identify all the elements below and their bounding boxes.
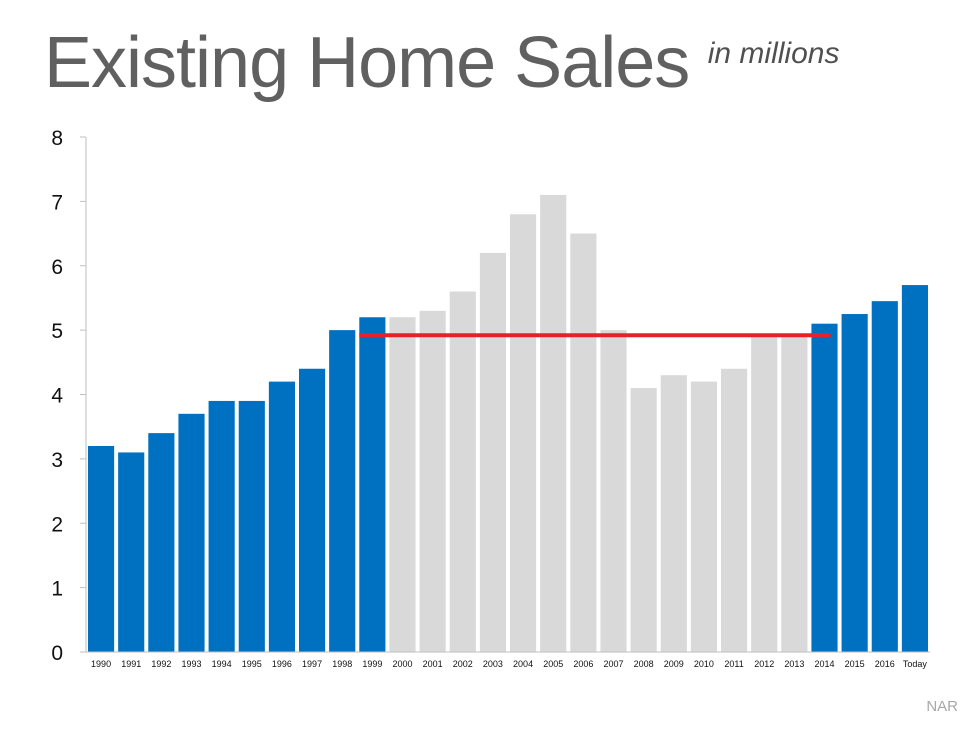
- x-tick-label: 1998: [332, 659, 352, 669]
- x-tick-label: 2005: [543, 659, 563, 669]
- y-tick-label: 6: [51, 256, 63, 279]
- x-tick-label: 2011: [724, 659, 743, 669]
- y-tick-label: 7: [51, 191, 63, 214]
- x-tick-label: 1999: [362, 659, 382, 669]
- x-tick-label: 1992: [151, 659, 171, 669]
- y-tick-label: 3: [51, 449, 63, 472]
- bar-2001: [419, 310, 446, 652]
- bar-1999: [359, 317, 386, 652]
- x-tick-label: 1995: [242, 659, 262, 669]
- bar-2005: [540, 194, 567, 652]
- x-tick-label: 1997: [302, 659, 322, 669]
- source-label: NAR: [926, 698, 958, 715]
- y-tick-label: 4: [51, 385, 63, 408]
- y-tick-label: 2: [51, 513, 63, 536]
- x-tick-label: 2003: [483, 659, 503, 669]
- bar-2002: [449, 291, 476, 652]
- x-tick-label: 1994: [212, 659, 232, 669]
- bar-2012: [751, 336, 778, 652]
- y-tick-label: 5: [51, 320, 63, 343]
- x-tick-label: 2001: [423, 659, 443, 669]
- x-tick-label: 2015: [845, 659, 865, 669]
- x-tick-label: 2002: [453, 659, 473, 669]
- bar-1990: [88, 446, 115, 652]
- x-tick-label: 2000: [392, 659, 412, 669]
- x-tick-label: 1991: [121, 659, 141, 669]
- page-subtitle: in millions: [707, 37, 840, 70]
- bar-2013: [781, 336, 808, 652]
- bar-1992: [148, 433, 175, 652]
- bar-2016: [871, 301, 898, 652]
- x-tick-label: 2012: [754, 659, 774, 669]
- bar-1995: [238, 400, 265, 652]
- bar-1998: [329, 330, 356, 652]
- bar-2015: [841, 314, 868, 652]
- x-tick-label: 1990: [91, 659, 111, 669]
- bar-2000: [389, 317, 416, 652]
- bar-2003: [479, 252, 506, 652]
- bar-2011: [721, 368, 748, 652]
- bars-layer: [88, 194, 928, 652]
- bar-1991: [118, 452, 145, 652]
- y-tick-label: 1: [51, 578, 63, 601]
- bar-Today: [901, 285, 928, 652]
- x-tick-label: 2014: [814, 659, 834, 669]
- x-tick-label: 2007: [603, 659, 623, 669]
- x-tick-label: 2006: [573, 659, 593, 669]
- bar-2009: [660, 375, 687, 652]
- x-tick-label: 1996: [272, 659, 292, 669]
- bar-1993: [178, 413, 205, 652]
- bar-2008: [630, 388, 657, 652]
- x-tick-label: 1993: [181, 659, 201, 669]
- x-tick-label: 2004: [513, 659, 533, 669]
- bar-1994: [208, 400, 235, 652]
- y-tick-label: 0: [51, 642, 63, 665]
- bar-2014: [811, 323, 838, 652]
- bar-2004: [510, 214, 537, 652]
- bar-1997: [299, 368, 326, 652]
- x-tick-label: 2013: [784, 659, 804, 669]
- bar-2010: [690, 381, 717, 652]
- page-title: Existing Home Sales: [44, 23, 690, 103]
- title-block: Existing Home Sales in millions: [44, 22, 839, 104]
- bar-2006: [570, 233, 597, 652]
- x-tick-label: Today: [903, 659, 928, 669]
- x-tick-label: 2009: [664, 659, 684, 669]
- axes-layer: 1990 1991 1992 1993 1994 1995 1996 1997 1998 1999…: [51, 127, 930, 669]
- bar-2007: [600, 330, 627, 652]
- y-tick-label: 8: [51, 127, 63, 150]
- x-tick-label: 2008: [634, 659, 654, 669]
- x-tick-label: 2010: [694, 659, 714, 669]
- bar-1996: [268, 381, 295, 652]
- x-tick-label: 2016: [875, 659, 895, 669]
